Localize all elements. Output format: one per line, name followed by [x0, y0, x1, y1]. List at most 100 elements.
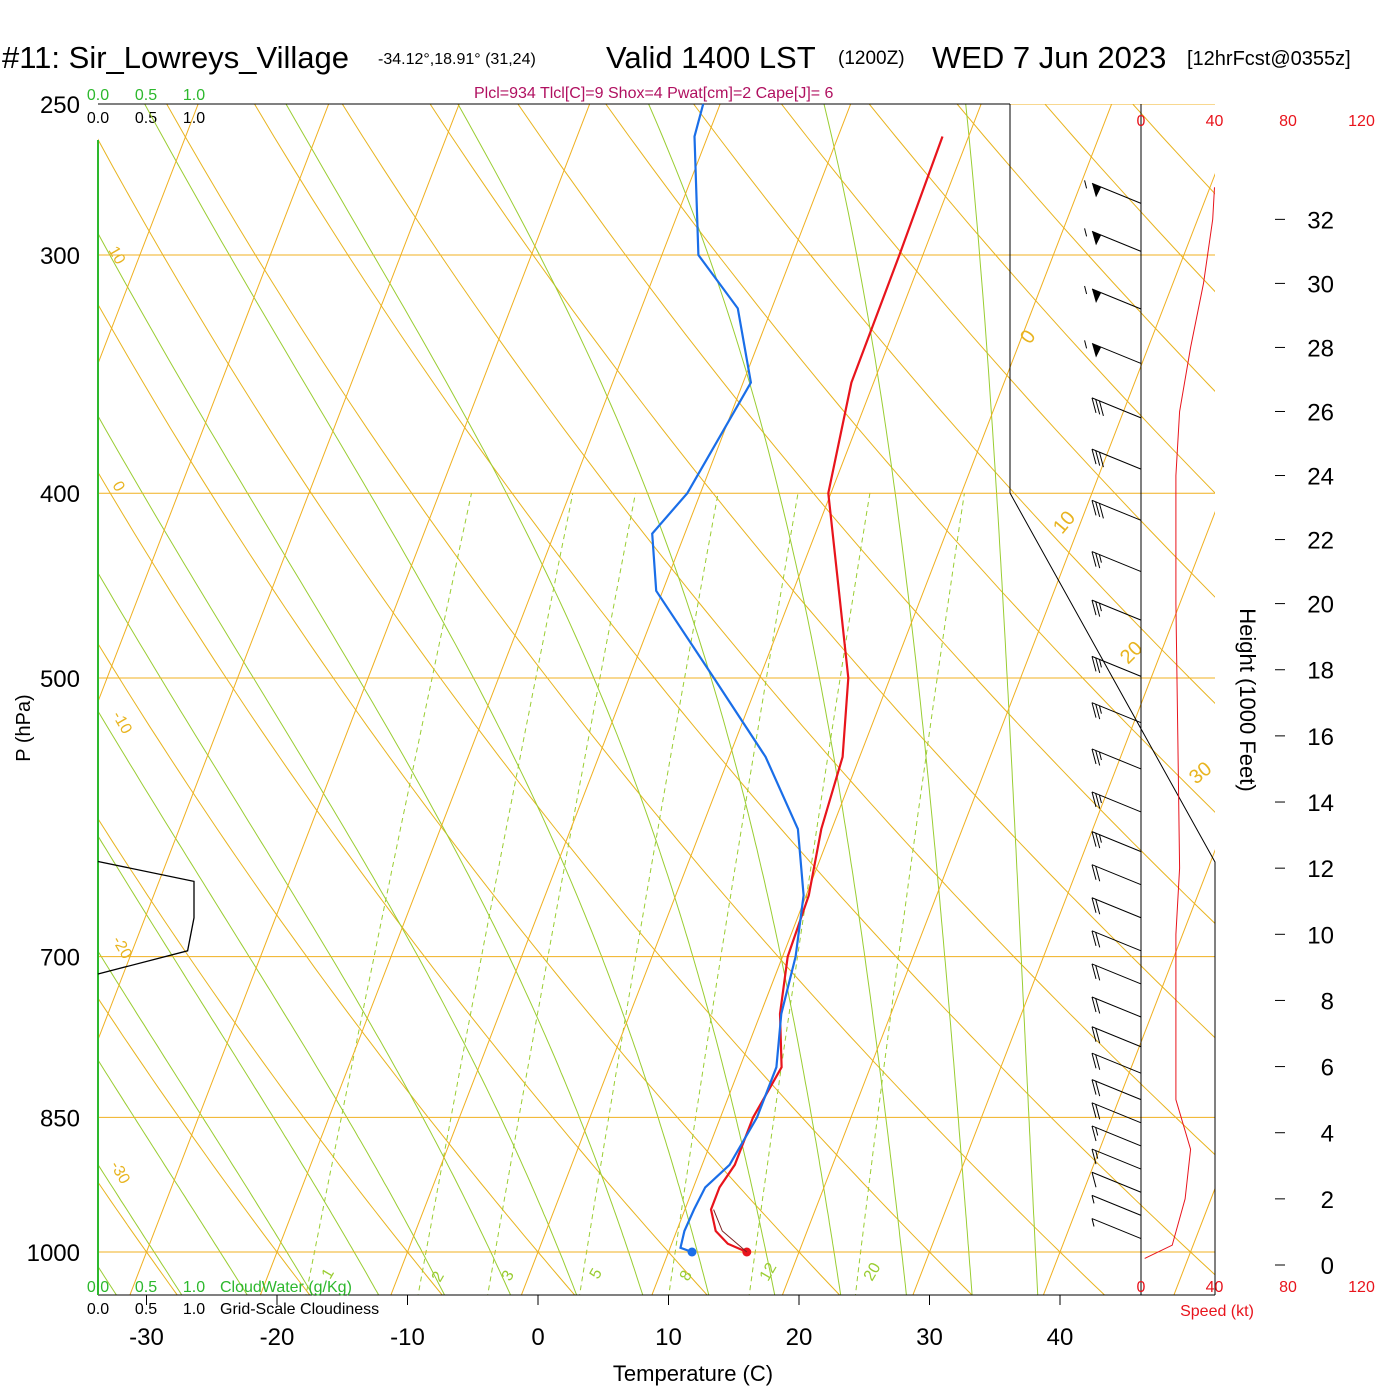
barb-half-flag — [1098, 751, 1102, 761]
wind-barb — [1091, 831, 1142, 853]
dry-adiabat-label: -10 — [109, 709, 135, 738]
barb-flag — [1091, 1125, 1097, 1142]
wind-barbs — [1084, 180, 1142, 1240]
height-tick-label: 14 — [1307, 790, 1334, 817]
barb-flag — [1095, 704, 1101, 720]
barb-pennant — [1092, 343, 1101, 358]
cloudiness-tick-bottom: 1.0 — [183, 1301, 205, 1318]
dry-adiabat-line — [253, 104, 1215, 1276]
barb-flag — [1095, 501, 1101, 517]
cloud-water-tick-bottom: 1.0 — [183, 1279, 205, 1296]
speed-tick-label-top: 0 — [1137, 113, 1146, 130]
temperature-tick-label: 30 — [916, 1324, 943, 1351]
height-tick-label: 0 — [1321, 1253, 1334, 1280]
barb-half-flag — [1098, 659, 1102, 668]
speed-tick-label-top: 40 — [1206, 113, 1224, 130]
isotherm-line — [651, 104, 1113, 1295]
pressure-tick-label: 850 — [40, 1105, 80, 1132]
isotherm-line — [98, 104, 460, 1041]
barb-staff — [1091, 551, 1142, 573]
wind-barb — [1091, 1148, 1142, 1170]
cloudiness-tick-top: 1.0 — [183, 110, 205, 127]
barb-flag — [1091, 1172, 1097, 1188]
moist-adiabat-line — [98, 414, 578, 1295]
height-tick-label: 22 — [1307, 528, 1334, 555]
moist-adiabat-line — [98, 1059, 248, 1295]
dry-adiabat-line — [98, 997, 311, 1295]
parcel-trace — [713, 1209, 748, 1253]
mixing-ratio-line — [487, 493, 636, 1295]
barb-half-flag — [1091, 1195, 1095, 1204]
wind-barb — [1091, 996, 1142, 1018]
mixing-ratio-line — [305, 493, 472, 1295]
barb-half-flag — [1098, 554, 1102, 563]
barb-flag — [1091, 551, 1097, 567]
dry-adiabat-line — [429, 104, 1215, 1039]
surface-dewpoint-dot — [687, 1247, 697, 1257]
barb-half-flag — [1098, 834, 1102, 843]
pressure-tick-label: 400 — [40, 481, 80, 508]
barb-half-flag — [1084, 228, 1088, 237]
mixing-ratio-label: 12 — [757, 1260, 781, 1284]
barb-pennant — [1092, 183, 1101, 198]
dry-adiabat-line — [98, 303, 841, 1295]
mixing-ratio-label: 5 — [587, 1266, 606, 1282]
wind-barb — [1084, 340, 1142, 364]
cloudiness-tick-top: 0.5 — [135, 110, 157, 127]
barb-flag — [1095, 399, 1101, 415]
barb-staff — [1091, 897, 1142, 919]
barb-flag — [1091, 1148, 1097, 1165]
barb-flag — [1091, 791, 1097, 808]
forecast-info: [12hrFcst@0355z] — [1187, 48, 1351, 70]
isotherm-line — [912, 511, 1215, 1295]
barb-staff — [1091, 1218, 1142, 1240]
wind-barb — [1091, 963, 1142, 985]
barb-half-flag — [1091, 1218, 1095, 1227]
height-tick-label: 24 — [1307, 464, 1334, 491]
barb-half-flag — [1084, 340, 1088, 349]
wind-barb — [1091, 702, 1142, 724]
valid-date: WED 7 Jun 2023 — [932, 40, 1166, 75]
barb-flag — [1095, 450, 1101, 466]
dry-adiabat-line — [341, 104, 1215, 1156]
isobars — [98, 104, 1215, 1253]
barb-staff — [1091, 1079, 1142, 1101]
temperature-axis-title: Temperature (C) — [613, 1361, 773, 1386]
pressure-tick-label: 1000 — [27, 1240, 80, 1267]
cloud-axis-top: 0.0 0.0 0.5 0.5 1.0 1.0 — [87, 87, 205, 127]
mixing-ratio-label: 20 — [861, 1260, 885, 1284]
barb-half-flag — [1098, 794, 1102, 804]
moist-adiabat-line — [285, 104, 776, 1295]
barb-flag — [1091, 930, 1097, 946]
barb-staff — [1091, 448, 1142, 470]
height-tick-label: 4 — [1321, 1121, 1334, 1148]
speed-tick-label-bottom: 120 — [1348, 1279, 1375, 1296]
valid-time: Valid 1400 LST — [606, 40, 816, 75]
barb-staff — [1091, 1102, 1142, 1124]
frame-right-slant — [1009, 492, 1216, 1295]
dry-adiabat-line — [98, 138, 973, 1295]
wind-barb — [1091, 897, 1142, 919]
barb-staff — [1091, 288, 1142, 310]
height-tick-label: 30 — [1307, 271, 1334, 298]
barb-staff — [1091, 963, 1142, 985]
temperature-tick-label: 40 — [1047, 1324, 1074, 1351]
barb-staff — [1091, 397, 1142, 419]
wind-barb — [1084, 285, 1142, 310]
barb-staff — [1091, 599, 1142, 621]
station-title: #11: Sir_Lowreys_Village — [2, 40, 349, 75]
barb-staff — [1091, 1052, 1142, 1074]
height-tick-label: 2 — [1321, 1187, 1334, 1214]
barb-staff — [1091, 1148, 1142, 1170]
moist-adiabat-label: 30 — [1185, 758, 1216, 789]
moist-adiabat-line — [98, 835, 380, 1295]
moist-adiabat-line — [98, 710, 446, 1295]
isotherm-line — [98, 104, 199, 365]
barb-flag — [1095, 1028, 1101, 1044]
cloudiness-line — [97, 860, 195, 975]
isotherm-line — [1299, 70, 1400, 1308]
dry-adiabat-line — [98, 642, 576, 1295]
